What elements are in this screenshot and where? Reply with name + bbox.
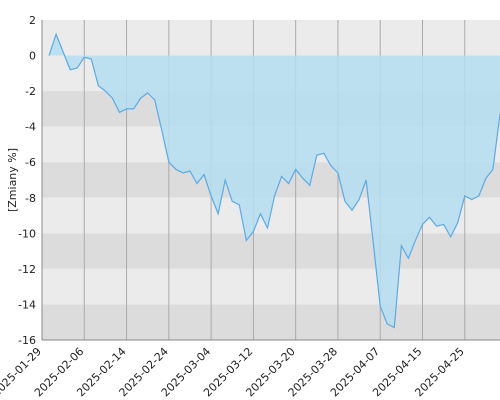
line: [48, 32, 500, 329]
area: [49, 34, 500, 328]
y-tick-label: -4: [25, 121, 36, 134]
background-band: [42, 268, 500, 305]
y-tick-label: -6: [25, 156, 36, 169]
y-tick-label: -2: [25, 85, 36, 98]
y-axis-label: [Zmiany %]: [6, 148, 19, 212]
y-tick-label: -8: [25, 192, 36, 205]
background-band: [42, 233, 500, 269]
background-band: [42, 20, 500, 56]
y-tick-label: 0: [29, 50, 36, 63]
y-tick-label: 2: [29, 14, 36, 27]
y-tick-label: -10: [18, 227, 36, 240]
y-tick-label: -14: [18, 298, 36, 311]
y-tick-label: -16: [18, 334, 36, 347]
y-tick-label: -12: [18, 263, 36, 276]
background-band: [42, 304, 500, 340]
